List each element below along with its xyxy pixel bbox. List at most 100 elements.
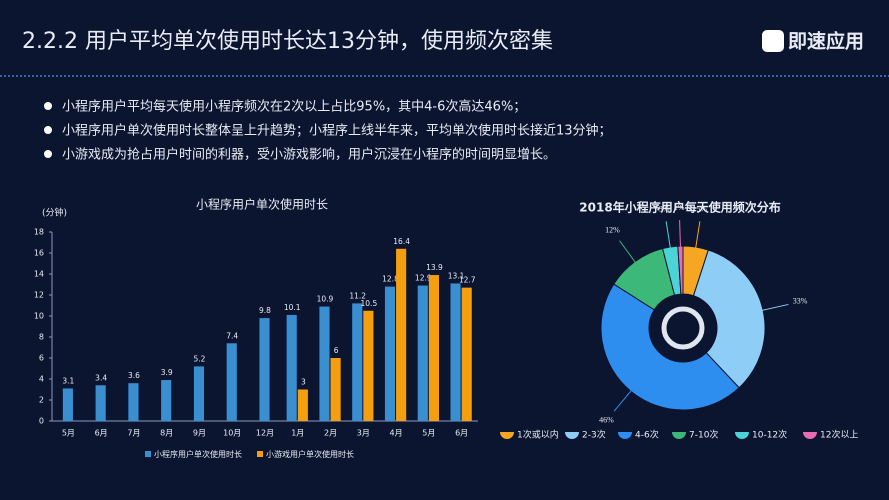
leader-line (665, 221, 673, 257)
legend-icon (565, 432, 579, 439)
y-axis-label: (分钟) (42, 207, 67, 219)
legend-swatch (257, 451, 263, 457)
value-label: 12.8 (382, 275, 399, 284)
bar (128, 383, 139, 421)
value-label: 11.2 (349, 291, 366, 300)
legend-label: 12次以上 (820, 429, 858, 441)
legend-icon (735, 432, 749, 439)
y-tick-label: 18 (34, 228, 44, 237)
bar (428, 275, 439, 421)
value-label: 6 (334, 346, 339, 355)
legend-icon (618, 432, 632, 439)
bullet: 小程序用户平均每天使用小程序频次在2次以上占比95%，其中4-6次高达46%； (62, 99, 526, 115)
value-label: 10.9 (317, 295, 334, 304)
x-tick-label: 5月 (422, 429, 435, 438)
bar (396, 248, 407, 421)
bullet: 小游戏成为抢占用户时间的利器，受小游戏影响，用户沉浸在小程序的时间明显增长。 (62, 147, 556, 163)
y-tick-label: 4 (39, 375, 44, 384)
y-tick-label: 14 (34, 270, 44, 279)
logo-text: 即速应用 (788, 30, 864, 53)
value-label: 33% (793, 297, 808, 306)
y-tick-label: 16 (34, 249, 44, 258)
bar (226, 343, 237, 421)
x-tick-label: 4月 (390, 429, 403, 438)
y-tick-label: 2 (39, 396, 44, 405)
logo-icon (762, 30, 784, 52)
bullet-dot (44, 102, 52, 110)
bar (259, 318, 270, 421)
x-tick-label: 10月 (223, 429, 241, 438)
x-tick-label: 6月 (95, 429, 108, 438)
bar (62, 388, 73, 421)
legend-label: 4-6次 (635, 429, 659, 441)
value-label: 16.4 (393, 237, 410, 246)
y-tick-label: 0 (39, 417, 44, 426)
leader-line (753, 303, 789, 313)
legend-icon (672, 432, 686, 439)
value-label: 3.1 (62, 376, 74, 385)
legend-label: 小游戏用户单次使用时长 (266, 449, 354, 459)
chart-title: 2018年小程序用户每天使用频次分布 (579, 200, 780, 215)
x-tick-label: 2月 (324, 429, 337, 438)
value-label: 10.5 (361, 299, 378, 308)
x-tick-label: 1月 (291, 429, 304, 438)
bar (193, 366, 205, 421)
y-tick-label: 8 (39, 333, 44, 342)
leader-line (679, 220, 682, 257)
leader-line (613, 383, 638, 412)
bullet-dot (44, 150, 52, 158)
pie-slice (677, 245, 684, 295)
inner-ring (661, 306, 705, 350)
x-tick-label: 5月 (62, 429, 75, 438)
legend-label: 1次或以内 (517, 429, 559, 441)
bar (450, 283, 461, 421)
value-label: 3% (659, 204, 670, 213)
bar (161, 380, 172, 421)
bar (330, 358, 341, 421)
value-label: 12.7 (459, 276, 476, 285)
legend-label: 10-12次 (752, 429, 787, 441)
leader-line (619, 240, 642, 271)
pie-slice (692, 249, 766, 389)
x-tick-label: 7月 (127, 429, 140, 438)
bar (319, 306, 330, 421)
value-label: 5% (696, 204, 707, 213)
x-tick-label: 9月 (193, 429, 206, 438)
y-tick-label: 12 (34, 291, 44, 300)
value-label: 3.4 (95, 373, 107, 382)
x-tick-label: 12月 (256, 429, 274, 438)
bar (461, 287, 472, 421)
slide-title: 2.2.2 用户平均单次使用时长达13分钟，使用频次密集 (22, 29, 553, 54)
value-label: 1% (674, 203, 685, 212)
x-tick-label: 6月 (455, 429, 468, 438)
legend-label: 7-10次 (689, 429, 718, 441)
value-label: 13.1 (448, 271, 465, 280)
legend-label: 小程序用户单次使用时长 (154, 449, 242, 459)
x-tick-label: 3月 (357, 429, 370, 438)
bar (286, 314, 297, 421)
value-label: 13.9 (426, 263, 443, 272)
bar (363, 310, 374, 421)
y-tick-label: 6 (39, 354, 44, 363)
bar (297, 389, 308, 421)
value-label: 46% (599, 415, 614, 424)
chart-title: 小程序用户单次使用时长 (196, 197, 328, 212)
legend-icon (500, 432, 514, 439)
bar (352, 303, 363, 421)
legend-label: 2-3次 (582, 429, 606, 441)
value-label: 5.2 (193, 354, 205, 363)
value-label: 12% (605, 226, 620, 235)
legend-swatch (145, 451, 151, 457)
pie-slice (600, 283, 740, 411)
x-tick-label: 8月 (160, 429, 173, 438)
value-label: 10.1 (284, 303, 301, 312)
bullet: 小程序用户单次使用时长整体呈上升趋势；小程序上线半年来，平均单次使用时长接近13… (62, 123, 612, 139)
value-label: 9.8 (259, 306, 271, 315)
value-label: 12.9 (415, 274, 432, 283)
value-label: 3.9 (161, 368, 173, 377)
legend-icon (803, 432, 817, 439)
leader-line (693, 221, 701, 257)
